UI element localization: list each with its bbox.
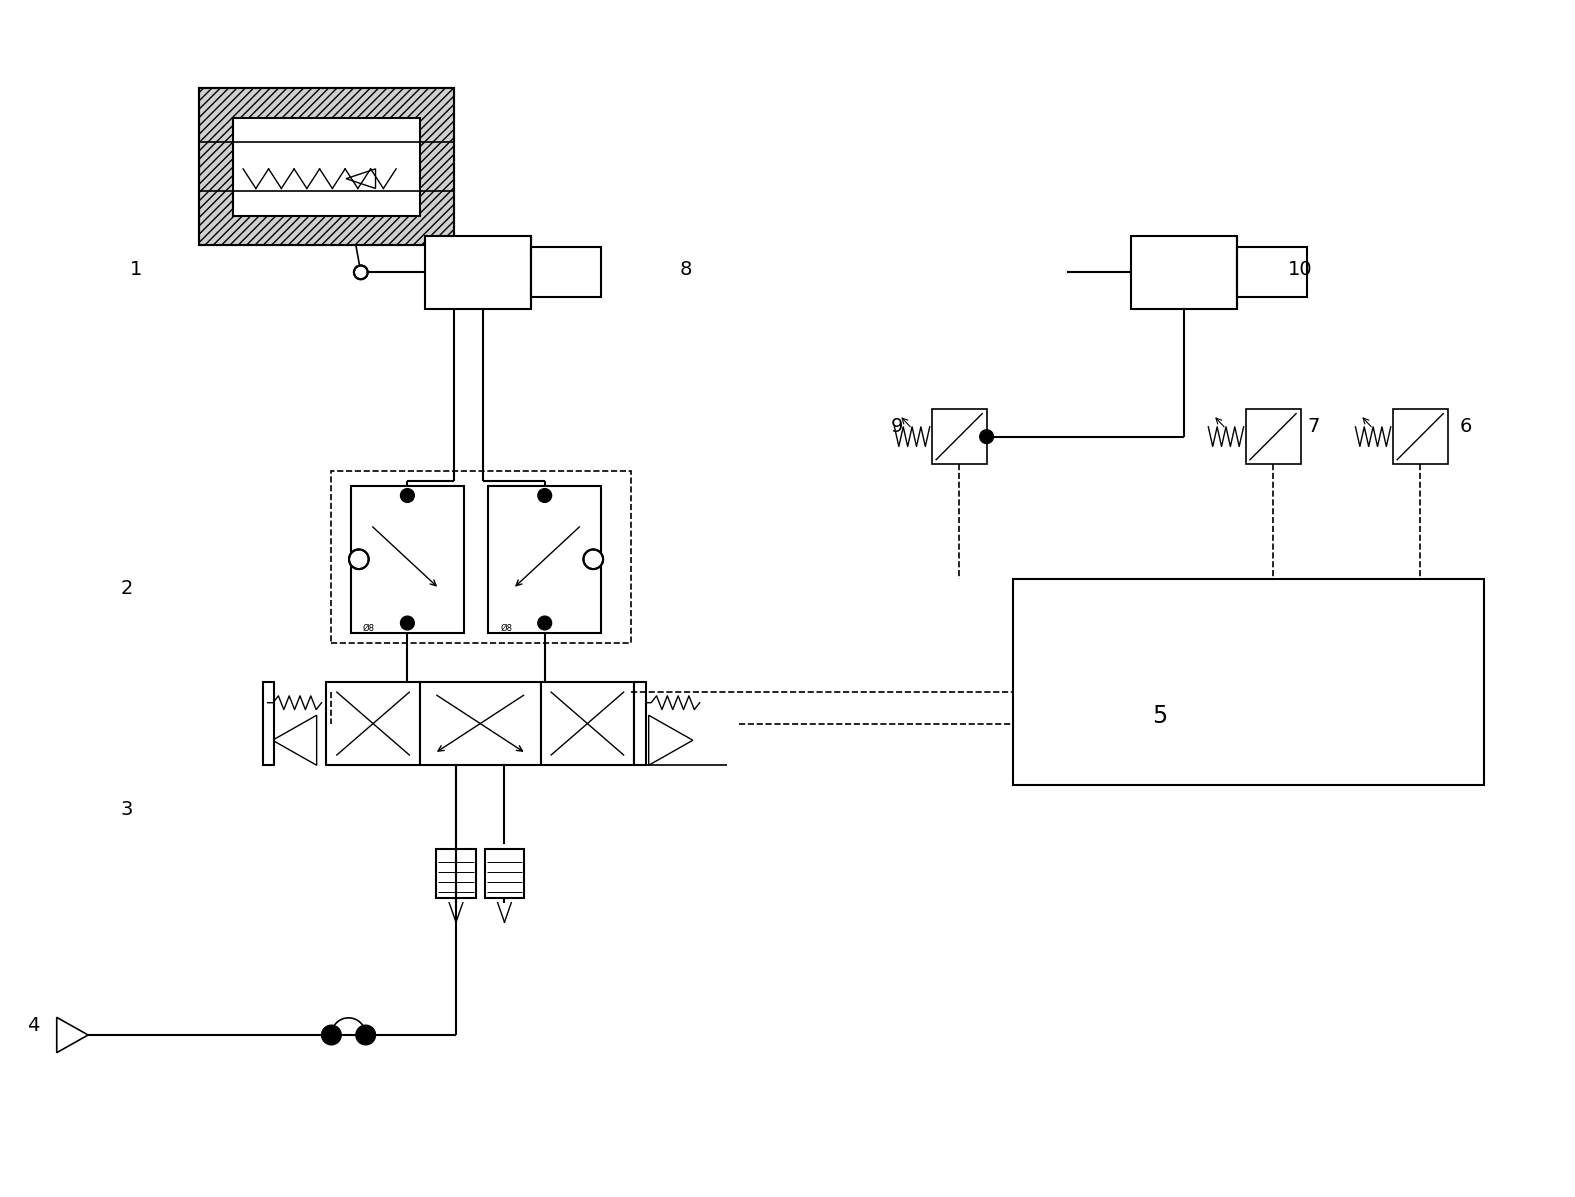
Bar [198, 89, 454, 245]
Circle shape [350, 549, 369, 569]
Circle shape [400, 488, 414, 503]
Circle shape [583, 549, 603, 569]
Text: 1: 1 [131, 261, 143, 279]
Circle shape [321, 1025, 342, 1045]
Bar [326, 682, 419, 765]
Polygon shape [272, 716, 317, 765]
Circle shape [537, 488, 551, 503]
Circle shape [980, 430, 994, 444]
Bar [485, 849, 524, 898]
Text: 6: 6 [1460, 418, 1471, 437]
Bar [198, 89, 454, 245]
Polygon shape [649, 716, 693, 765]
Bar [351, 486, 463, 633]
Circle shape [537, 616, 551, 630]
Circle shape [400, 616, 414, 630]
Bar [1131, 236, 1236, 309]
Bar [263, 682, 274, 765]
Text: 8: 8 [679, 261, 691, 279]
Bar [425, 236, 531, 309]
Polygon shape [346, 169, 375, 188]
Bar [531, 248, 602, 297]
Text: 7: 7 [1307, 418, 1320, 437]
Text: 10: 10 [1288, 261, 1312, 279]
Bar [488, 486, 602, 633]
Text: Ø8: Ø8 [501, 624, 512, 633]
Text: 5: 5 [1153, 704, 1169, 728]
Circle shape [354, 266, 367, 279]
Bar [1013, 579, 1484, 785]
Bar [233, 117, 419, 215]
Text: 2: 2 [120, 579, 132, 598]
Bar [635, 682, 646, 765]
Bar [1236, 248, 1307, 297]
Text: 9: 9 [890, 418, 902, 437]
Text: 3: 3 [120, 800, 132, 819]
Bar [932, 409, 986, 464]
Bar [1392, 409, 1447, 464]
Bar [419, 682, 540, 765]
Bar [331, 470, 630, 643]
Bar [436, 849, 476, 898]
Circle shape [356, 1025, 375, 1045]
Bar [540, 682, 635, 765]
Text: Ø8: Ø8 [362, 624, 375, 633]
Text: 4: 4 [27, 1016, 39, 1034]
Bar [1246, 409, 1301, 464]
